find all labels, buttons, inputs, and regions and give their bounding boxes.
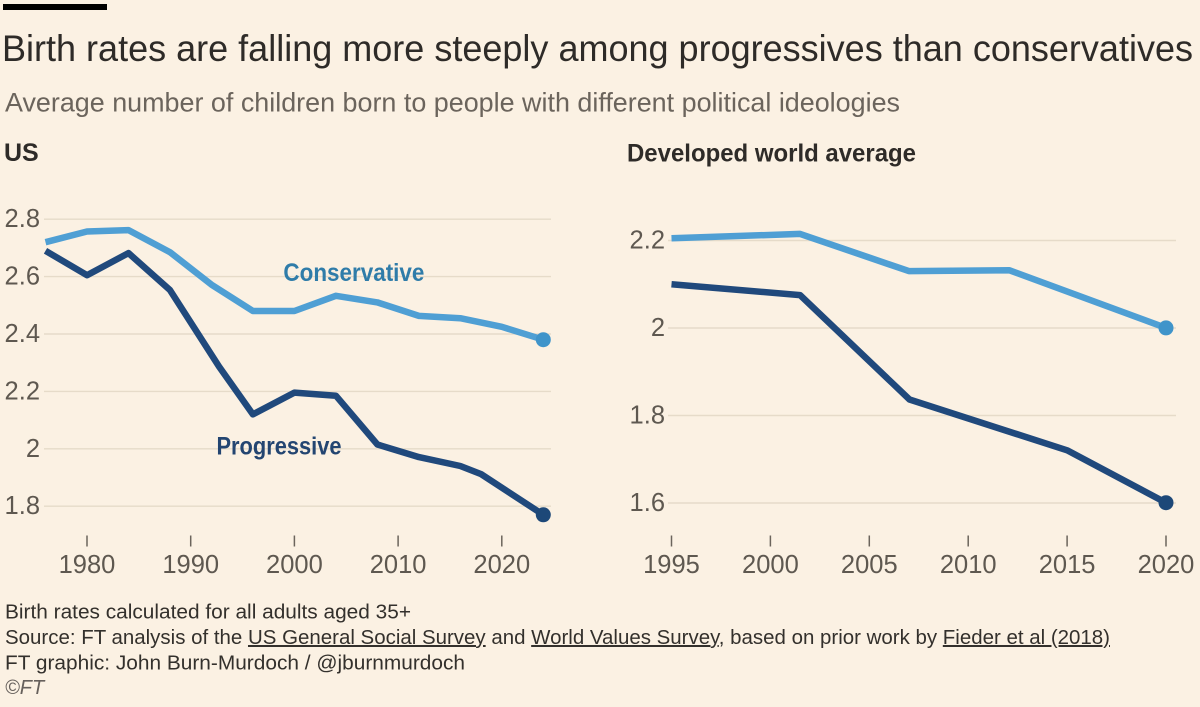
- svg-text:1.8: 1.8: [5, 492, 40, 520]
- svg-text:2.8: 2.8: [5, 205, 40, 233]
- svg-text:1.6: 1.6: [630, 489, 665, 517]
- svg-text:2015: 2015: [1039, 551, 1096, 579]
- svg-text:2000: 2000: [266, 551, 323, 579]
- svg-text:2000: 2000: [742, 551, 799, 579]
- svg-text:©FT: ©FT: [5, 677, 46, 699]
- svg-text:Birth rates are falling more s: Birth rates are falling more steeply amo…: [2, 27, 1193, 69]
- svg-text:2005: 2005: [841, 551, 898, 579]
- svg-text:1995: 1995: [643, 551, 700, 579]
- svg-text:2.6: 2.6: [5, 263, 40, 291]
- svg-text:Conservative: Conservative: [283, 259, 424, 287]
- svg-text:1.8: 1.8: [630, 402, 665, 430]
- svg-text:2010: 2010: [370, 551, 427, 579]
- svg-text:Source: FT analysis of the US: Source: FT analysis of the US General So…: [5, 627, 1110, 649]
- svg-text:2010: 2010: [940, 551, 997, 579]
- svg-text:FT graphic: John Burn-Murdoch: FT graphic: John Burn-Murdoch / @jburnmu…: [5, 653, 465, 675]
- svg-text:2020: 2020: [1138, 551, 1195, 579]
- svg-text:2.4: 2.4: [5, 320, 40, 348]
- svg-text:1990: 1990: [162, 551, 219, 579]
- svg-text:1980: 1980: [59, 551, 116, 579]
- svg-text:2.2: 2.2: [5, 377, 40, 405]
- svg-text:Average number of children bor: Average number of children born to peopl…: [5, 88, 900, 118]
- svg-text:US: US: [4, 139, 39, 167]
- svg-text:Developed world average: Developed world average: [627, 140, 916, 168]
- svg-text:2: 2: [26, 435, 40, 463]
- svg-text:2020: 2020: [473, 551, 530, 579]
- svg-text:2.2: 2.2: [630, 227, 665, 255]
- svg-text:Progressive: Progressive: [217, 433, 342, 461]
- svg-text:Birth rates calculated for all: Birth rates calculated for all adults ag…: [5, 602, 411, 624]
- svg-text:2: 2: [651, 314, 665, 342]
